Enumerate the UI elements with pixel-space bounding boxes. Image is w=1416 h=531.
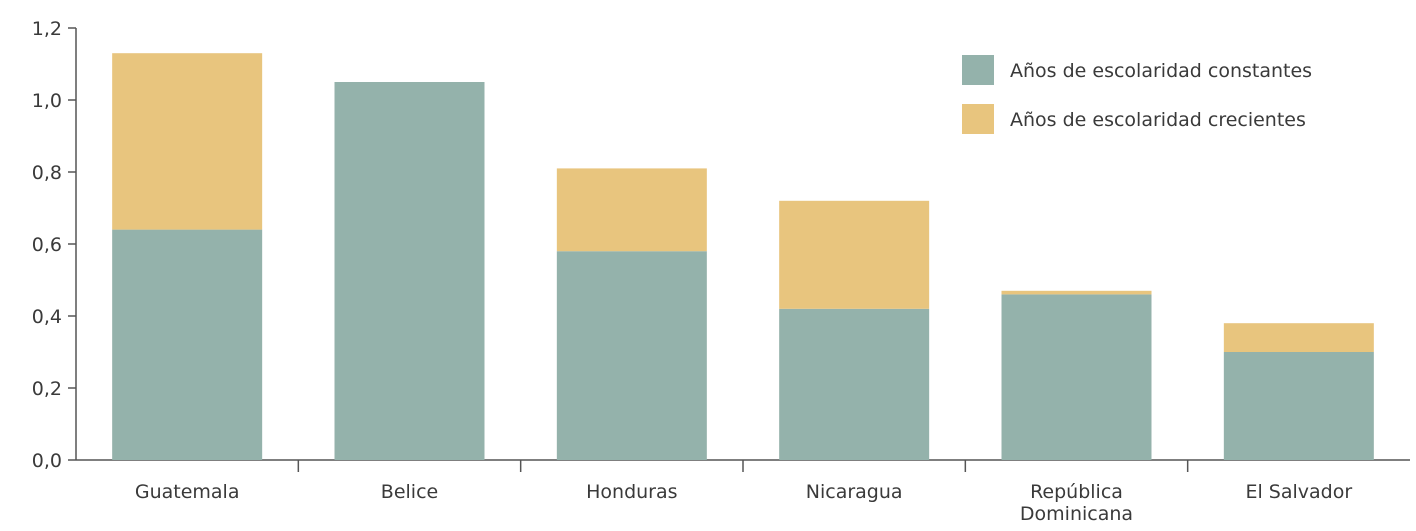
legend-label: Años de escolaridad crecientes [1010, 109, 1306, 131]
x-axis: Guatemala Belice Honduras Nicaragua Repúblic… [76, 459, 1410, 525]
x-category-label-line: El Salvador [1245, 481, 1352, 503]
legend-swatch [962, 104, 994, 134]
bar-segment-constantes [779, 308, 930, 460]
bar-segment-crecientes [556, 168, 707, 252]
bar-segment-constantes [112, 229, 263, 460]
bar-segment-constantes [1223, 352, 1374, 460]
y-tick-label: 0,4 [32, 306, 62, 328]
bar-segment-constantes [556, 251, 707, 460]
legend-swatch [962, 55, 994, 85]
x-category-label-line: Honduras [586, 481, 677, 503]
x-category-label: Honduras [586, 481, 677, 503]
bar-segment-constantes [334, 82, 485, 460]
legend: Años de escolaridad constantes Años de es… [962, 55, 1312, 134]
x-category-label-line: Belice [381, 481, 438, 503]
y-axis: 0,0 0,2 0,4 0,6 0,8 1,0 1,2 [32, 18, 77, 472]
bar-segment-crecientes [1223, 323, 1374, 352]
x-category-label: El Salvador [1245, 481, 1352, 503]
y-tick-label: 0,0 [32, 450, 62, 472]
x-category-label-line: Guatemala [135, 481, 240, 503]
bar-segment-crecientes [779, 200, 930, 309]
bar-segment-crecientes [1001, 290, 1152, 295]
x-category-label: Belice [381, 481, 438, 503]
bars [112, 53, 1374, 460]
x-category-label: Guatemala [135, 481, 240, 503]
y-tick-label: 0,2 [32, 378, 62, 400]
x-category-label-line: Nicaragua [806, 481, 903, 503]
bar-segment-constantes [1001, 294, 1152, 460]
y-tick-label: 0,8 [32, 162, 62, 184]
y-tick-label: 1,0 [32, 90, 62, 112]
y-tick-label: 0,6 [32, 234, 62, 256]
x-category-label-line: República [1030, 481, 1123, 503]
bar-segment-crecientes [112, 53, 263, 230]
x-category-label: Nicaragua [806, 481, 903, 503]
x-category-label-line: Dominicana [1020, 503, 1133, 525]
y-tick-label: 1,2 [32, 18, 62, 40]
legend-label: Años de escolaridad constantes [1010, 60, 1312, 82]
x-category-label: República Dominicana [1020, 481, 1133, 525]
